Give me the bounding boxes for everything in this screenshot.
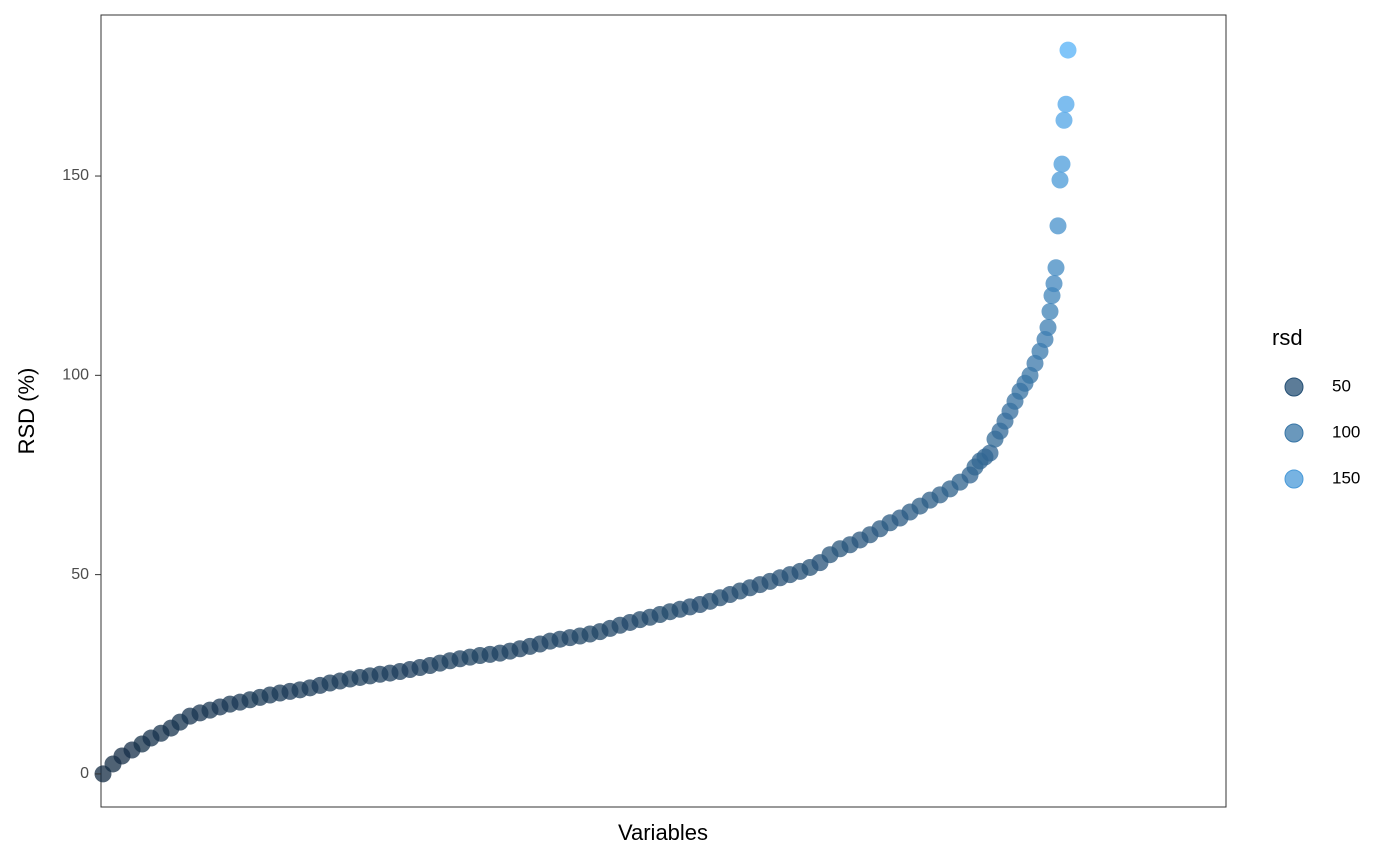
y-tick-label: 100 xyxy=(62,367,89,384)
legend-label: 100 xyxy=(1332,422,1360,441)
point xyxy=(1059,41,1077,59)
y-axis-title: RSD (%) xyxy=(14,368,39,455)
legend-label: 150 xyxy=(1332,468,1360,487)
point xyxy=(981,444,999,462)
legend-label: 50 xyxy=(1332,376,1351,395)
x-axis-title: Variables xyxy=(618,820,708,845)
point xyxy=(1047,259,1065,277)
legend-key xyxy=(1284,423,1304,443)
point xyxy=(1045,275,1063,293)
y-tick-label: 50 xyxy=(71,566,89,583)
point xyxy=(1053,155,1071,173)
y-tick-label: 0 xyxy=(80,765,89,782)
point xyxy=(1049,217,1067,235)
y-tick-label: 150 xyxy=(62,167,89,184)
points xyxy=(94,41,1077,783)
legend-key xyxy=(1284,469,1304,489)
point xyxy=(1039,318,1057,336)
point xyxy=(1055,111,1073,129)
point xyxy=(1041,303,1059,321)
legend-key xyxy=(1284,377,1304,397)
legend-title: rsd xyxy=(1272,325,1303,350)
point xyxy=(1051,171,1069,189)
point xyxy=(1057,95,1075,113)
plot-panel xyxy=(100,14,1227,808)
